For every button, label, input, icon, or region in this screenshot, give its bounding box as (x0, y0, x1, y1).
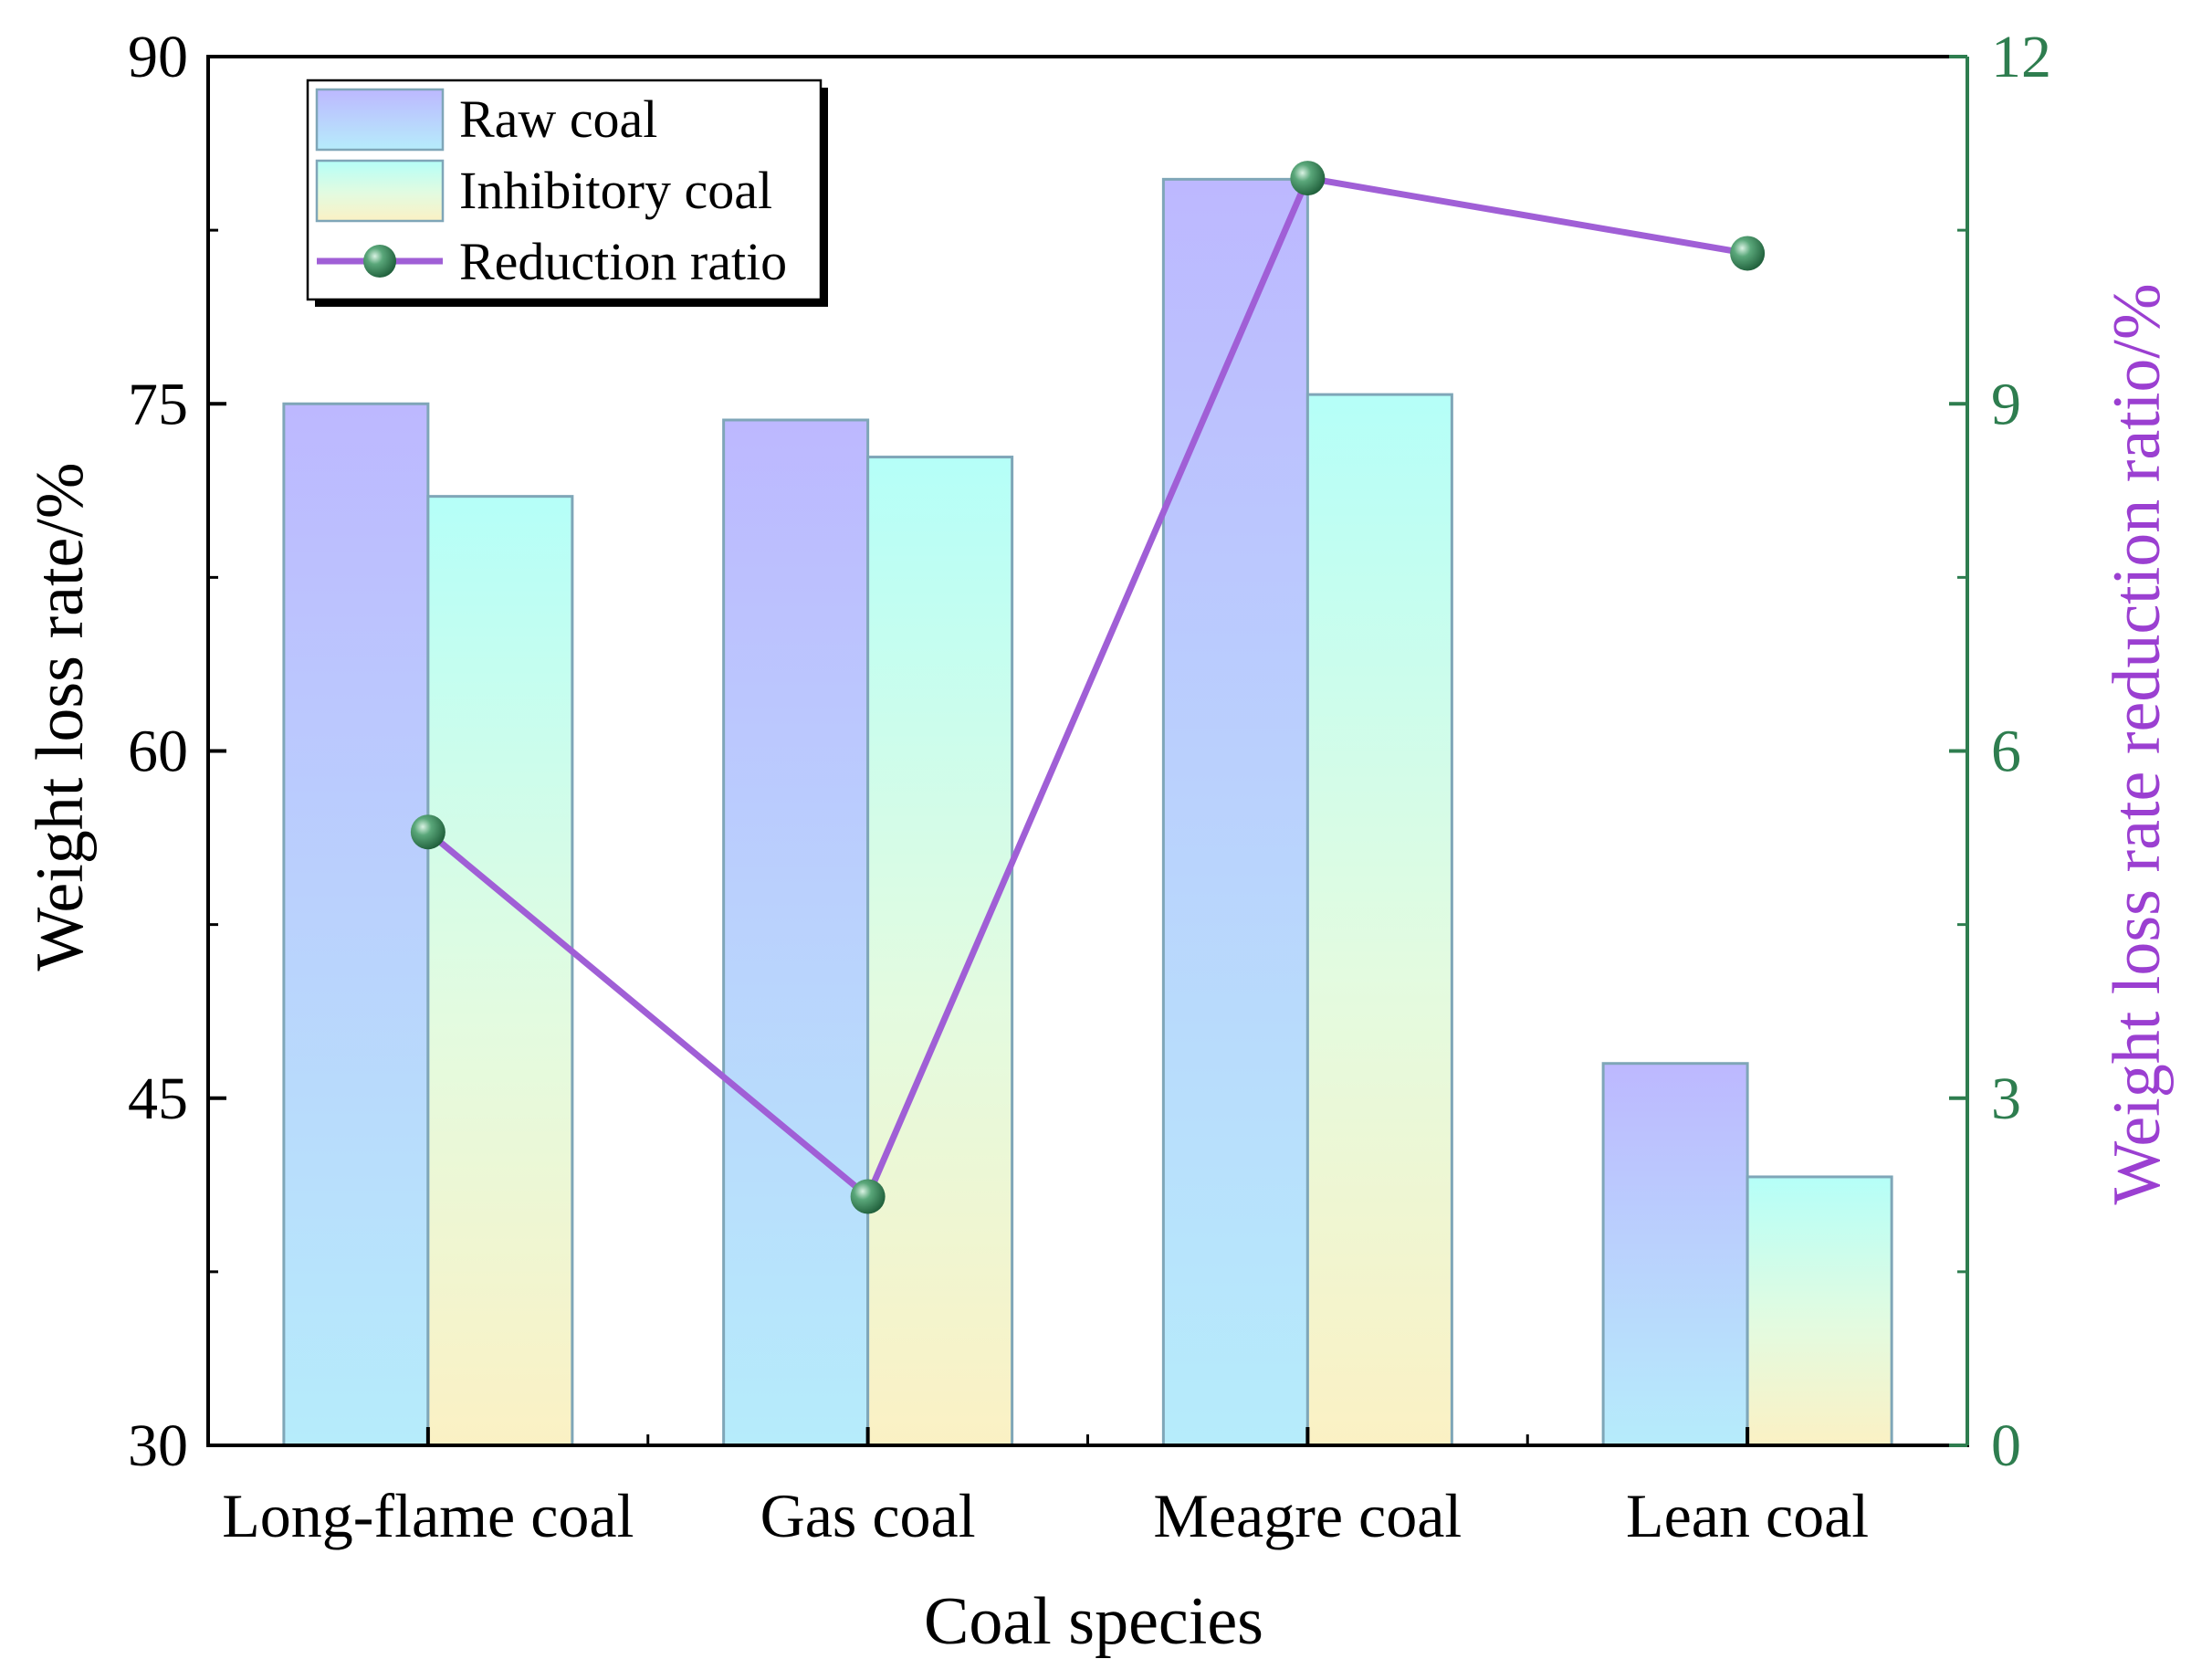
legend-swatch-inhibitory-coal (315, 159, 445, 223)
x-tick-label: Lean coal (1626, 1481, 1869, 1550)
axes: 30 45 60 75 90 0 3 6 9 12 Long-flame coal Gas coal M… (128, 24, 2051, 1550)
y2-tick-label: 9 (1991, 371, 2021, 437)
bar-inhibitory-coal-meagre-coal (1305, 393, 1453, 1447)
reduction-ratio-line (425, 174, 1748, 1200)
reduction-ratio-point-gas-coal (850, 1179, 886, 1214)
bar-inhibitory-coal-gas-coal (866, 456, 1014, 1447)
bar-raw-coal-lean-coal (1601, 1062, 1749, 1447)
y-tick-label: 90 (128, 24, 188, 90)
bar-inhibitory-coal-lean-coal (1745, 1175, 1893, 1447)
bar-inhibitory-coal-long-flame-coal (426, 495, 574, 1447)
legend-label-inhibitory-coal: Inhibitory coal (459, 161, 772, 220)
y-tick-label: 60 (128, 719, 188, 785)
reduction-ratio-layer (410, 161, 1766, 1214)
legend-label-raw-coal: Raw coal (459, 89, 657, 149)
bar-raw-coal-meagre-coal (1161, 177, 1309, 1447)
y2-tick-label: 3 (1991, 1066, 2021, 1132)
reduction-ratio-point-lean-coal (1730, 236, 1766, 271)
legend: Raw coal Inhibitory coal Reduction ratio (306, 79, 828, 307)
y2-tick-label: 6 (1991, 719, 2021, 785)
legend-label-reduction-ratio: Reduction ratio (459, 232, 787, 291)
x-tick-label: Long-flame coal (222, 1481, 634, 1550)
x-axis-title: Coal species (924, 1584, 1263, 1659)
y2-tick-label: 12 (1991, 24, 2051, 90)
reduction-ratio-point-meagre-coal (1290, 161, 1326, 196)
x-tick-label: Meagre coal (1153, 1481, 1462, 1550)
legend-swatch-raw-coal (315, 88, 445, 152)
y2-tick-label: 0 (1991, 1412, 2021, 1479)
bar-layer (282, 177, 1893, 1447)
y-tick-label: 75 (128, 371, 188, 437)
y2-axis-title: Weight loss rate reduction ratio/% (2100, 283, 2175, 1204)
y-axis-title: Weight loss rate/% (23, 462, 98, 971)
y-tick-label: 45 (128, 1066, 188, 1132)
bar-raw-coal-long-flame-coal (282, 402, 430, 1447)
y-tick-label: 30 (128, 1412, 188, 1479)
reduction-ratio-point-long-flame-coal (410, 814, 446, 850)
legend-swatch-reduction-marker (363, 245, 396, 278)
x-tick-label: Gas coal (760, 1481, 976, 1550)
bar-raw-coal-gas-coal (722, 418, 870, 1447)
